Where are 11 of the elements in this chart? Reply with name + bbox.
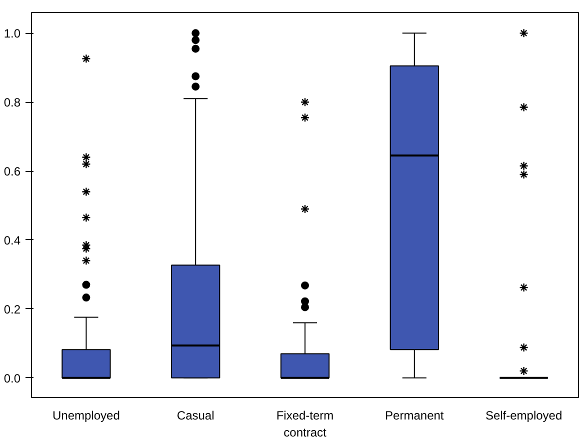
y-tick-label: 0.0 (4, 371, 21, 386)
y-tick-label: 0.4 (4, 233, 21, 248)
x-tick-label: Self-employed (485, 408, 562, 422)
y-tick-label: 0.2 (4, 302, 21, 316)
x-tick-label: Casual (176, 408, 214, 422)
y-tick-label: 0.6 (4, 164, 21, 179)
y-tick-label: 1.0 (4, 26, 21, 41)
x-tick-label: Permanent (385, 408, 444, 422)
x-tick-label: Fixed-term contract (276, 408, 334, 440)
x-tick-label: Unemployed (52, 408, 120, 422)
y-tick-label: 0.8 (4, 96, 21, 110)
